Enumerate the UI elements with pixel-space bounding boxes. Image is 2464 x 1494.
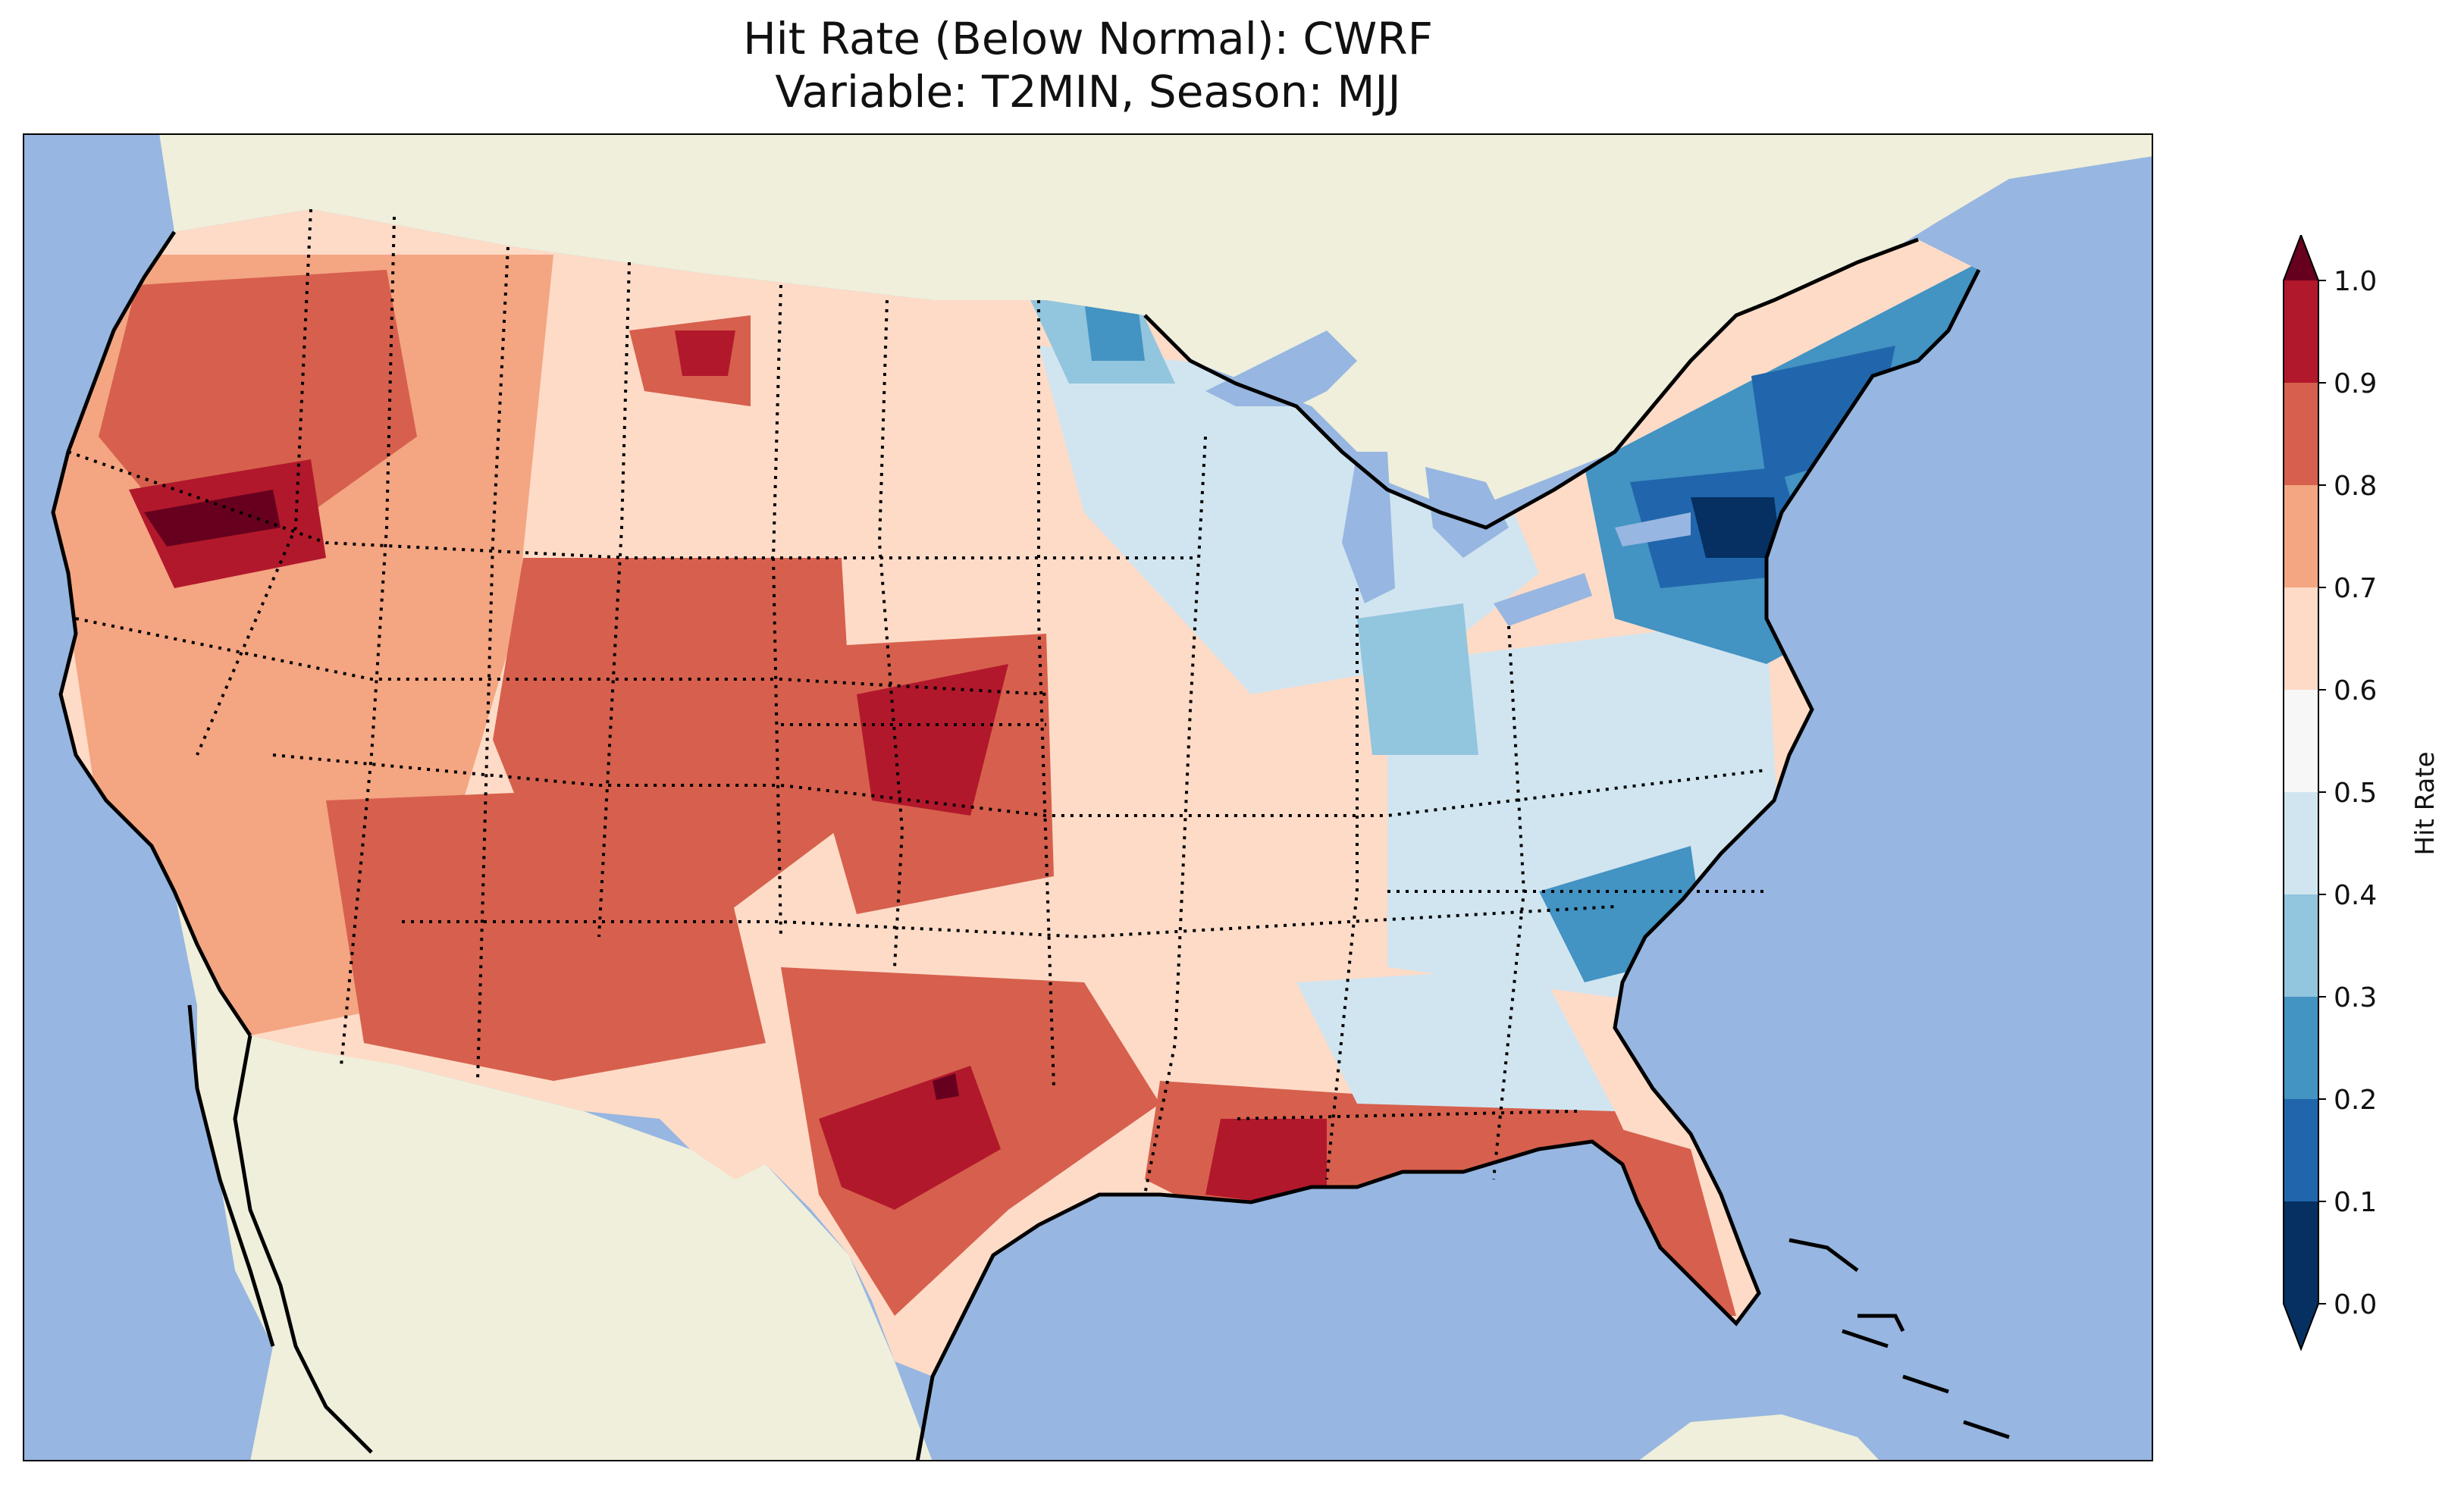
region-texas-hotspot: [819, 1066, 1001, 1210]
colorbar-swatch: [2284, 1099, 2318, 1201]
hit-rate-field: [53, 209, 1979, 1377]
cuba-land: [1638, 1414, 1880, 1461]
colorbar-over-arrow: [2284, 235, 2318, 280]
colorbar-swatch: [2284, 997, 2318, 1099]
region-southeast: [1296, 967, 1615, 1111]
colorbar-swatch: [2284, 1201, 2318, 1304]
colorbar-under-arrow: [2284, 1304, 2318, 1349]
colorbar-tick-label: 0.5: [2334, 778, 2377, 809]
region-texas-max: [933, 1073, 959, 1100]
coastlines: [51, 230, 1981, 1461]
caribbean-islands: [1788, 1238, 2010, 1439]
colorbar-tick-label: 0.2: [2334, 1085, 2377, 1116]
colorbar-swatch: [2284, 280, 2318, 383]
colorbar-swatch: [2284, 587, 2318, 690]
lake-erie: [1494, 573, 1592, 626]
region-louisiana-gulf: [1205, 1119, 1327, 1210]
lake-huron: [1425, 467, 1509, 558]
colorbar-tick-label: 0.9: [2334, 368, 2377, 399]
colorbar-tick-label: 1.0: [2334, 266, 2377, 297]
chart-title-line-2: Variable: T2MIN, Season: MJJ: [775, 66, 1401, 117]
lake-michigan: [1342, 452, 1395, 603]
colorbar-swatch: [2284, 894, 2318, 997]
colorbar-swatches: [2283, 235, 2319, 1351]
colorbar: 0.0 0.1 0.2 0.3 0.4 0.5 0.6 0.7 0.8 0.9 1.0 Hit Ra…: [2283, 235, 2440, 1351]
colorbar-label: Hit Rate: [2410, 751, 2440, 855]
region-max-hotspot: [144, 490, 281, 547]
colorbar-tick-label: 0.4: [2334, 880, 2377, 911]
mexico-land: [174, 891, 933, 1461]
lake-ontario: [1615, 512, 1691, 547]
colorbar-tick-label: 0.1: [2334, 1187, 2377, 1218]
chart-title-line-1: Hit Rate (Below Normal): CWRF: [743, 13, 1433, 64]
colorbar-tick-label: 0.3: [2334, 982, 2377, 1013]
colorbar-ticks: 0.0 0.1 0.2 0.3 0.4 0.5 0.6 0.7 0.8 0.9 1.0: [2318, 266, 2377, 1320]
colorbar-tick-label: 0.0: [2334, 1289, 2377, 1320]
region-indiana: [1357, 603, 1478, 755]
colorbar-swatch: [2284, 792, 2318, 894]
region-kansas-hotspot: [857, 664, 1008, 816]
region-southwest: [326, 785, 766, 1081]
region-pacific-northwest: [99, 270, 417, 528]
region-minnesota-core: [1084, 300, 1145, 361]
state-borders: [67, 208, 1767, 1195]
map-panel: [23, 133, 2153, 1461]
colorbar-swatch: [2284, 690, 2318, 792]
region-montana-hotspot: [675, 330, 735, 376]
colorbar-tick-label: 0.7: [2334, 573, 2377, 604]
colorbar-swatch: [2284, 485, 2318, 587]
colorbar-tick-label: 0.6: [2334, 675, 2377, 706]
region-new-york-core: [1691, 497, 1782, 558]
colorbar-tick-label: 0.8: [2334, 471, 2377, 502]
colorbar-swatch: [2284, 383, 2318, 485]
canada-land: [23, 133, 2153, 512]
